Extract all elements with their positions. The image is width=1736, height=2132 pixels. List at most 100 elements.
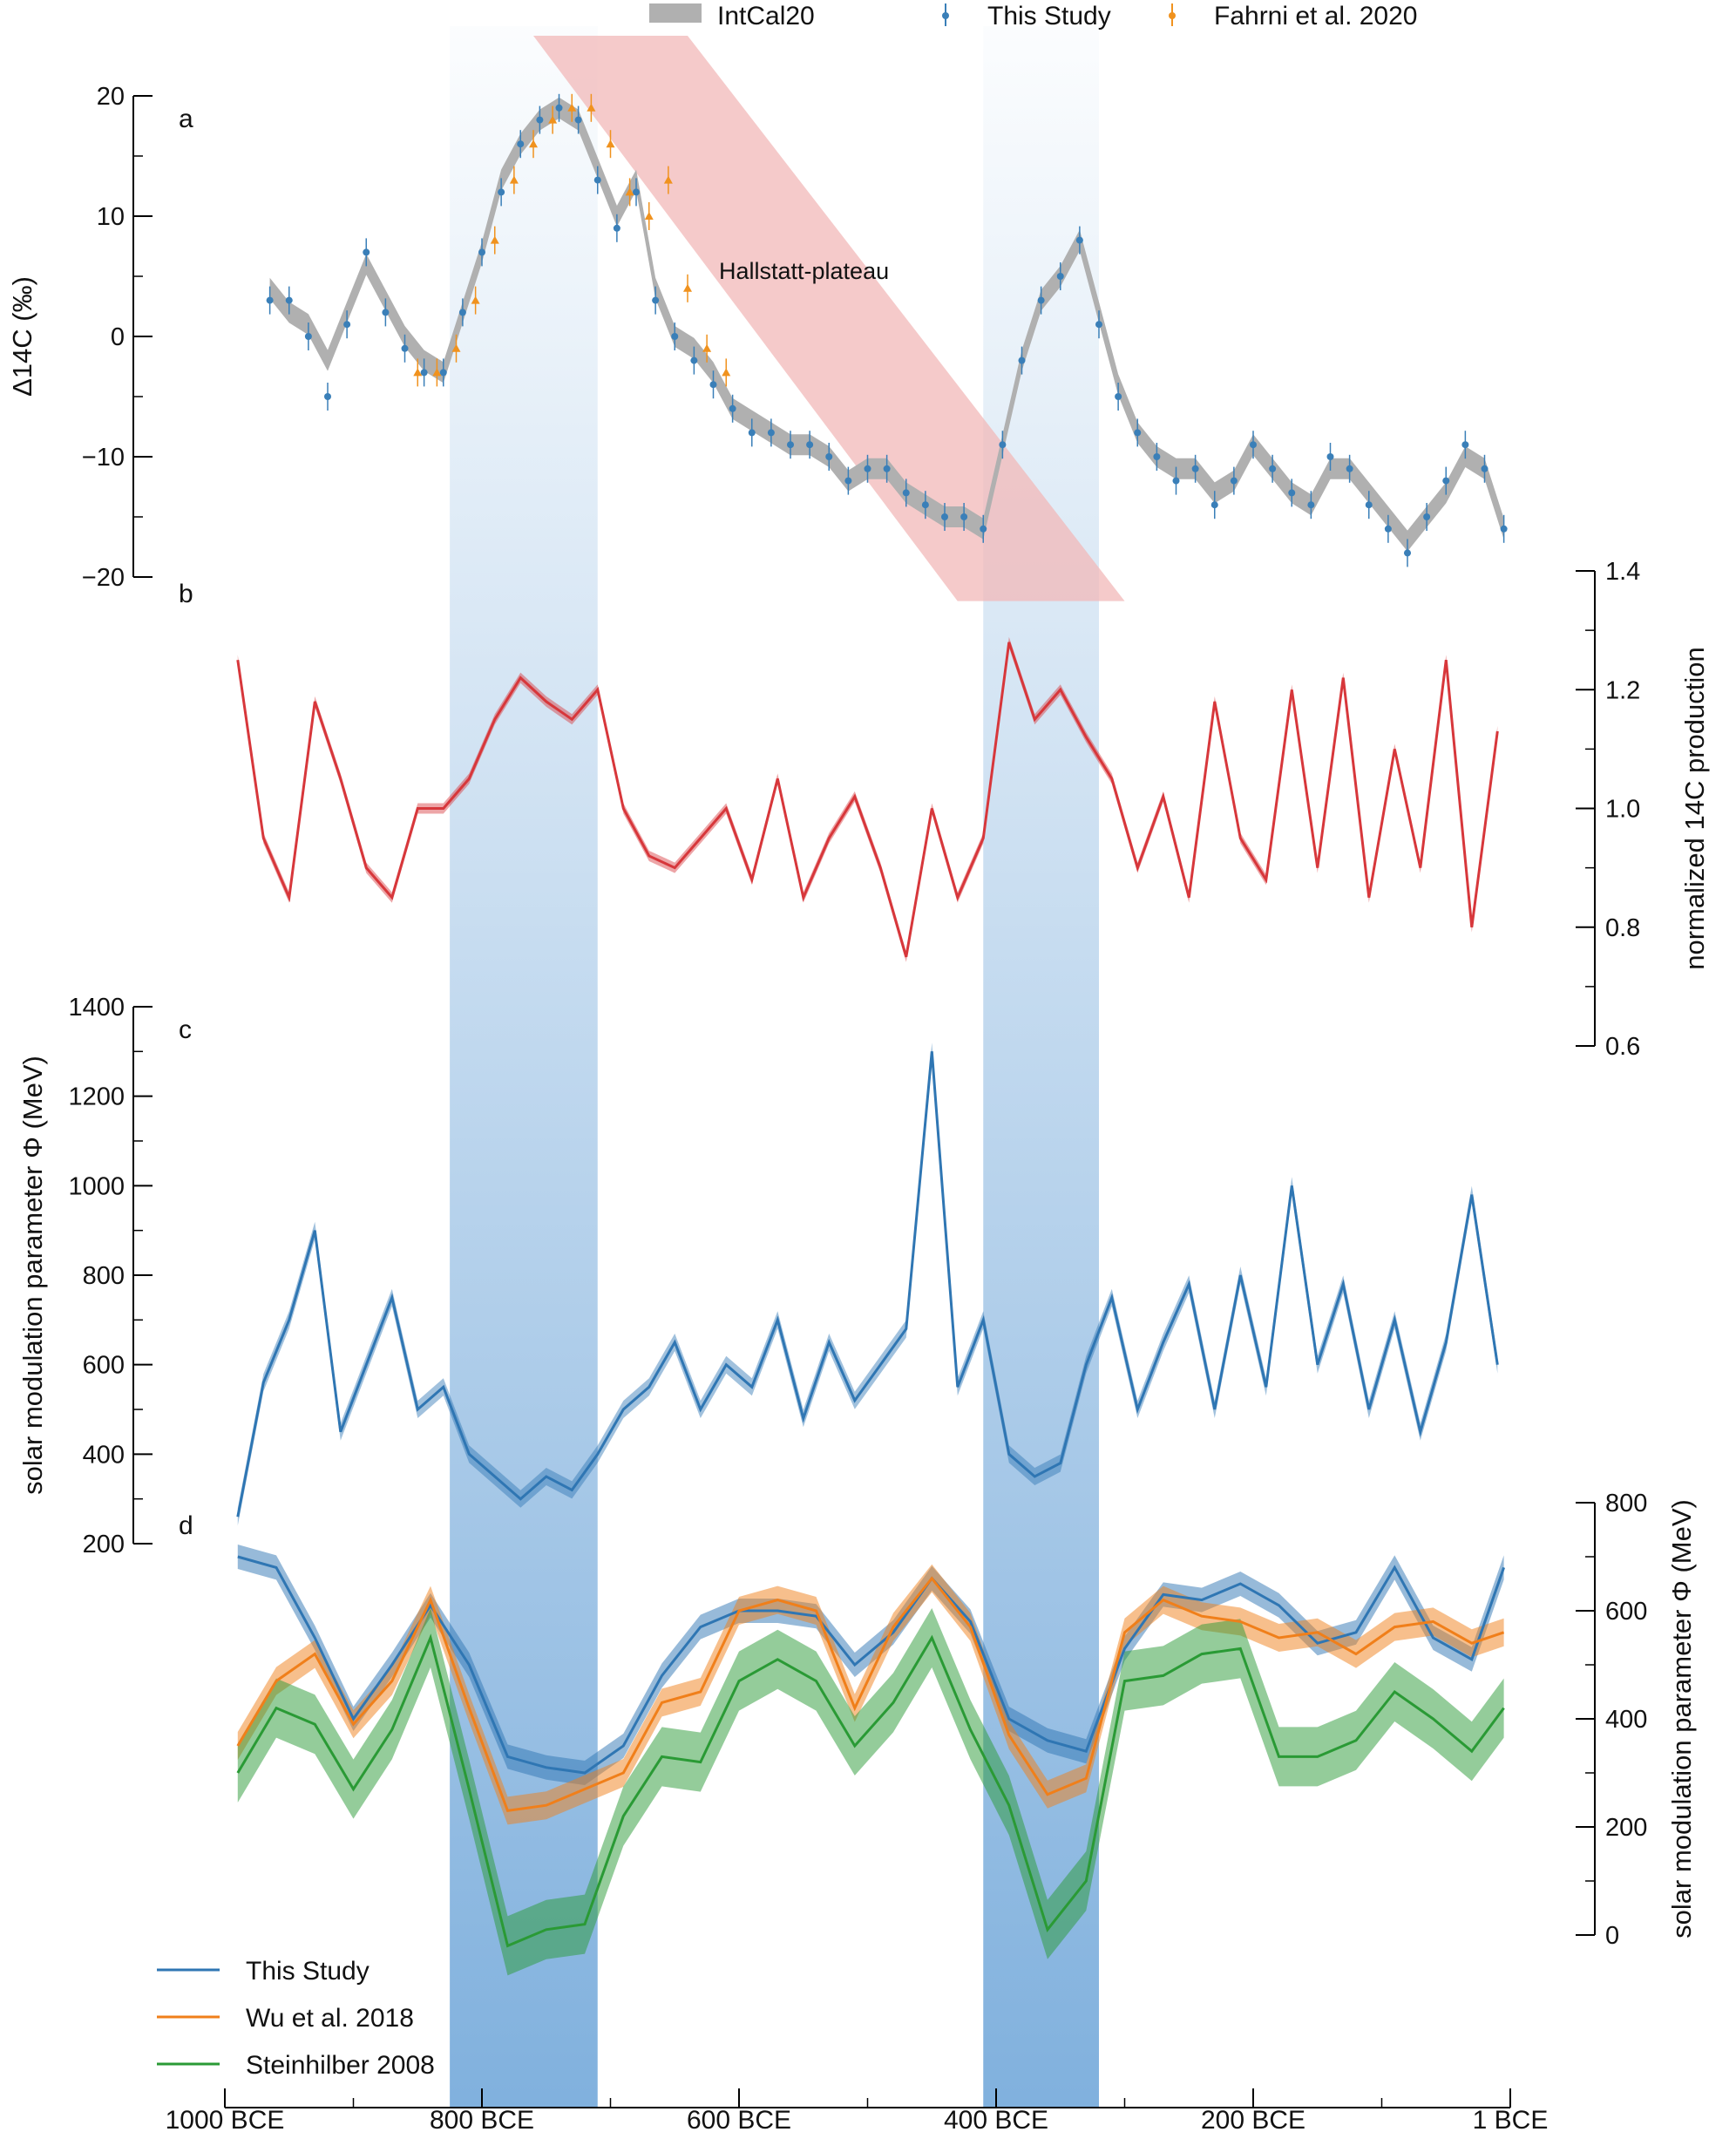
y-axis-label-a: Δ14C (‰): [7, 276, 37, 397]
legend-bottom-label-2: Steinhilber 2008: [246, 2051, 435, 2080]
y-tick-label-d-0: 0: [1605, 1922, 1619, 1950]
point-this-study: [382, 309, 390, 316]
point-this-study: [401, 344, 409, 352]
x-tick-label-2: 600 BCE: [687, 2106, 791, 2132]
point-fahrni: [451, 343, 461, 352]
point-this-study: [324, 393, 331, 400]
point-this-study: [1115, 393, 1122, 400]
legend-top-label-2: Fahrni et al. 2020: [1214, 2, 1417, 31]
point-this-study: [864, 465, 871, 472]
point-this-study: [439, 369, 447, 377]
point-this-study: [825, 453, 833, 460]
y-tick-label-c-1: 400: [83, 1441, 125, 1469]
point-fahrni: [702, 343, 712, 352]
point-this-study: [420, 369, 428, 377]
point-fahrni: [432, 368, 442, 377]
point-this-study: [1075, 236, 1083, 244]
series-line-d-1: [236, 1576, 1505, 1813]
point-this-study: [729, 404, 736, 412]
series-line-d-2: [236, 1633, 1505, 1948]
point-this-study: [709, 381, 717, 389]
point-this-study: [633, 188, 640, 196]
y-tick-label-b-3: 1.2: [1605, 676, 1640, 704]
point-this-study: [536, 116, 544, 124]
point-this-study: [1481, 465, 1488, 472]
point-this-study: [787, 441, 794, 449]
y-tick-label-d-3: 600: [1605, 1598, 1647, 1626]
point-this-study: [883, 465, 891, 472]
y-tick-label-a-1: −10: [82, 444, 125, 472]
point-fahrni: [606, 139, 615, 148]
y-tick-label-b-4: 1.4: [1605, 558, 1640, 586]
point-fahrni: [509, 175, 519, 184]
y-tick-label-d-4: 800: [1605, 1490, 1647, 1518]
series-line-d-0: [237, 1555, 1506, 1775]
panel-label-b: b: [179, 580, 193, 608]
point-this-study: [363, 248, 370, 256]
point-fahrni: [490, 235, 499, 244]
point-this-study: [1172, 477, 1180, 485]
series-production-line: [236, 642, 1499, 958]
y-tick-label-d-2: 400: [1605, 1706, 1647, 1734]
point-this-study: [960, 513, 968, 520]
point-this-study: [1288, 489, 1296, 497]
point-this-study: [574, 116, 582, 124]
legend-bottom-label-1: Wu et al. 2018: [246, 2004, 414, 2033]
y-tick-label-c-0: 200: [83, 1531, 125, 1558]
point-this-study: [690, 356, 698, 364]
point-this-study: [1250, 441, 1257, 449]
x-tick-label-3: 400 BCE: [944, 2106, 1048, 2132]
point-fahrni: [644, 212, 654, 220]
legend-top-marker-2: [1169, 12, 1176, 19]
point-this-study: [498, 188, 505, 196]
y-axis-label-c: solar modulation parameter Φ (MeV): [17, 1056, 48, 1495]
panel-a: −20 −10 0 10 20 a Δ14C (‰): [7, 83, 1508, 592]
point-fahrni: [683, 283, 692, 292]
y-tick-label-c-4: 1000: [68, 1172, 125, 1200]
panel-b: 0.6 0.8 1.0 1.2 1.4 b normalized 14C productio…: [179, 558, 1710, 1061]
legends: IntCal20 This Study Fahrni et al. 2020 This…: [157, 2, 1417, 2080]
point-fahrni: [413, 368, 423, 377]
hallstatt-plateau-shape: [533, 36, 1125, 601]
y-axis-label-b: normalized 14C production: [1679, 647, 1710, 970]
point-this-study: [980, 525, 987, 533]
y-tick-label-b-2: 1.0: [1605, 796, 1640, 824]
point-this-study: [1095, 321, 1102, 329]
point-this-study: [748, 429, 756, 437]
point-this-study: [941, 513, 948, 520]
point-this-study: [343, 321, 351, 329]
point-fahrni: [548, 115, 558, 124]
x-tick-label-0: 1000 BCE: [166, 2106, 285, 2132]
point-this-study: [652, 296, 660, 304]
point-this-study: [1365, 501, 1373, 509]
y-tick-label-c-3: 800: [83, 1262, 125, 1290]
panel-c: 200 400 600 800 1000 1200 1400 c solar modulatio…: [17, 994, 1499, 1558]
point-this-study: [1461, 441, 1469, 449]
y-tick-label-a-2: 0: [111, 323, 125, 351]
point-this-study: [844, 477, 852, 485]
point-this-study: [1326, 453, 1334, 460]
series-phi-line: [236, 1051, 1499, 1518]
point-this-study: [555, 104, 563, 112]
point-this-study: [902, 489, 910, 497]
legend-top-label-0: IntCal20: [717, 2, 815, 31]
series-phi-band: [237, 1042, 1498, 1526]
y-tick-label-c-5: 1200: [68, 1083, 125, 1111]
x-tick-label-5: 1 BCE: [1473, 2106, 1549, 2132]
point-this-study: [999, 441, 1007, 449]
point-fahrni: [663, 175, 673, 184]
point-this-study: [1423, 513, 1431, 520]
point-fahrni: [471, 295, 480, 304]
panel-label-d: d: [179, 1511, 193, 1540]
point-this-study: [671, 333, 679, 340]
point-this-study: [1442, 477, 1450, 485]
point-this-study: [921, 501, 929, 509]
y-tick-label-a-3: 10: [97, 203, 125, 231]
point-this-study: [285, 296, 293, 304]
point-this-study: [478, 248, 485, 256]
y-tick-label-c-6: 1400: [68, 994, 125, 1022]
point-this-study: [304, 333, 312, 340]
point-this-study: [1210, 501, 1218, 509]
legend-bottom-label-0: This Study: [246, 1957, 370, 1986]
